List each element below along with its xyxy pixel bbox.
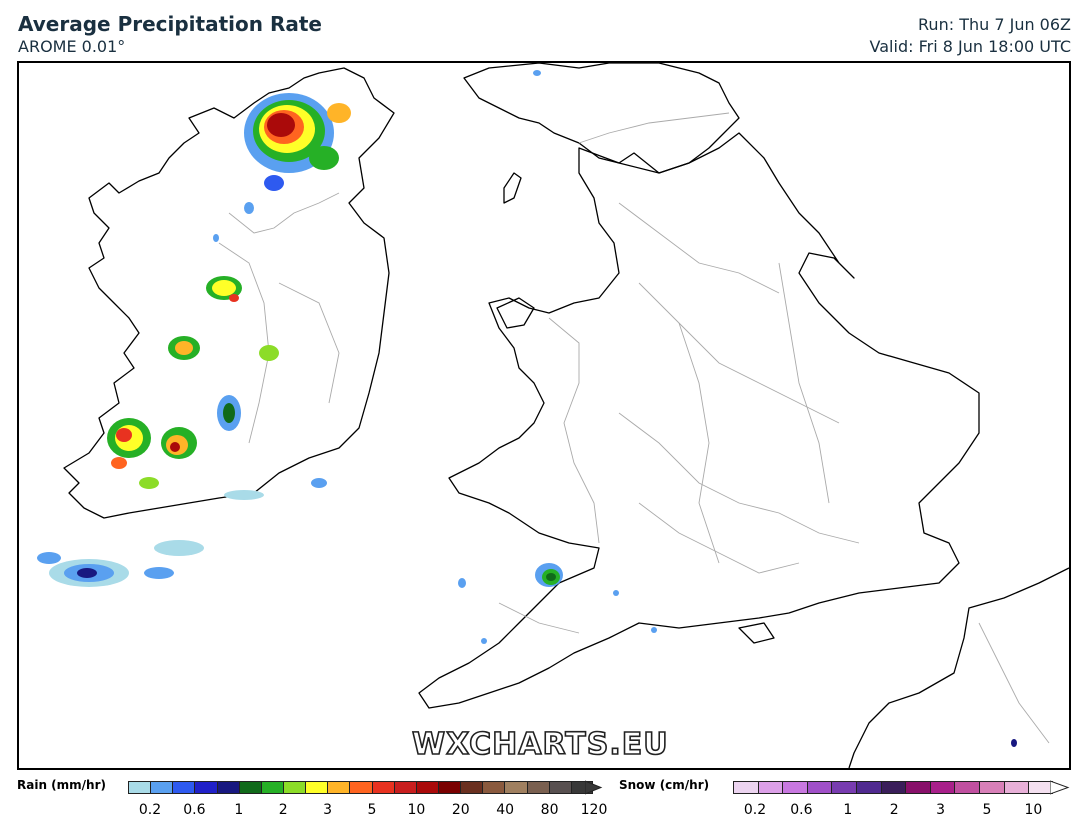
snow-swatch <box>733 781 758 794</box>
snow-swatch <box>979 781 1004 794</box>
precipitation-overlay <box>37 70 1017 747</box>
legend-tick-label: 2 <box>889 802 899 818</box>
rain-swatch <box>238 781 261 794</box>
legend-tick-label: 20 <box>451 802 470 818</box>
rain-swatch <box>305 781 328 794</box>
rain-swatch <box>548 781 571 794</box>
legend-tick-label: 40 <box>496 802 515 818</box>
snow-swatch <box>806 781 832 794</box>
precip-cell-north-ireland <box>244 93 351 191</box>
snow-swatch <box>856 781 881 794</box>
rain-swatch <box>371 781 394 794</box>
rain-swatch <box>504 781 527 794</box>
rain-swatch <box>526 781 549 794</box>
snow-swatch <box>929 781 955 794</box>
legend-tick-label: 0.6 <box>790 802 813 818</box>
legend-tick-label: 120 <box>580 802 608 818</box>
legend-tick-label: 0.6 <box>183 802 206 818</box>
isle-of-wight-coastline <box>738 622 775 644</box>
precip-cell-west-ireland <box>168 276 279 431</box>
snow-legend-label: Snow (cm/hr) <box>619 778 710 792</box>
legend-tick-label: 0.2 <box>138 802 162 818</box>
map-panel[interactable] <box>17 61 1071 770</box>
snow-swatch <box>831 781 857 794</box>
legend-tick-label: 1 <box>234 802 244 818</box>
legend-tick-label: 10 <box>1024 802 1043 818</box>
map-svg <box>37 63 1069 768</box>
rain-swatch <box>128 781 151 794</box>
snow-swatch <box>954 781 980 794</box>
run-time: Run: Thu 7 Jun 06Z <box>918 15 1071 34</box>
rain-swatch <box>260 781 283 794</box>
snow-swatch <box>1003 781 1029 794</box>
legend-tick-label: 80 <box>540 802 559 818</box>
legend-tick-label: 5 <box>367 802 377 818</box>
rain-colorbar <box>128 781 593 794</box>
model-subtitle: AROME 0.01° <box>18 37 126 56</box>
great-britain-coastline <box>418 132 980 709</box>
legend-tick-label: 2 <box>278 802 288 818</box>
ireland-coastline <box>63 67 395 519</box>
rain-swatch <box>349 781 372 794</box>
rain-swatch <box>327 781 350 794</box>
rain-swatch <box>437 781 461 794</box>
scotland-england-border <box>578 112 730 144</box>
france-coastline <box>848 567 1069 768</box>
precip-cell-devon <box>535 563 563 587</box>
legend-tick-label: 1 <box>843 802 853 818</box>
snow-swatch <box>905 781 930 794</box>
watermark: WXCHARTS.EU <box>411 726 669 763</box>
rain-swatch <box>282 781 306 794</box>
legend-tick-label: 3 <box>936 802 946 818</box>
snow-colorbar <box>733 781 1053 794</box>
ireland-border <box>228 192 340 234</box>
rain-swatch <box>194 781 217 794</box>
snow-colorbar-arrow-icon <box>1050 780 1070 795</box>
legend-tick-label: 10 <box>407 802 426 818</box>
isle-of-man-coastline <box>503 172 522 204</box>
valid-time: Valid: Fri 8 Jun 18:00 UTC <box>869 37 1071 56</box>
legend-tick-label: 3 <box>323 802 333 818</box>
anglesey-coastline <box>496 297 535 329</box>
wales-england-border <box>548 317 600 544</box>
rain-legend-label: Rain (mm/hr) <box>17 778 106 792</box>
rain-swatch <box>216 781 239 794</box>
chart-title: Average Precipitation Rate <box>18 12 322 36</box>
rain-swatch <box>172 781 195 794</box>
snow-swatch <box>880 781 906 794</box>
rain-swatch <box>415 781 438 794</box>
snow-swatch <box>782 781 807 794</box>
rain-swatch <box>460 781 483 794</box>
precip-cell-celtic-sea <box>37 478 327 587</box>
rain-colorbar-arrow-icon <box>585 780 603 795</box>
scotland-coastline <box>463 63 740 174</box>
rain-swatch <box>150 781 173 794</box>
rain-swatch <box>482 781 505 794</box>
rain-swatch <box>393 781 416 794</box>
snow-swatch <box>757 781 783 794</box>
precip-cell-southwest-ireland <box>107 418 197 489</box>
legend-tick-label: 0.2 <box>743 802 767 818</box>
legend-tick-label: 5 <box>982 802 992 818</box>
